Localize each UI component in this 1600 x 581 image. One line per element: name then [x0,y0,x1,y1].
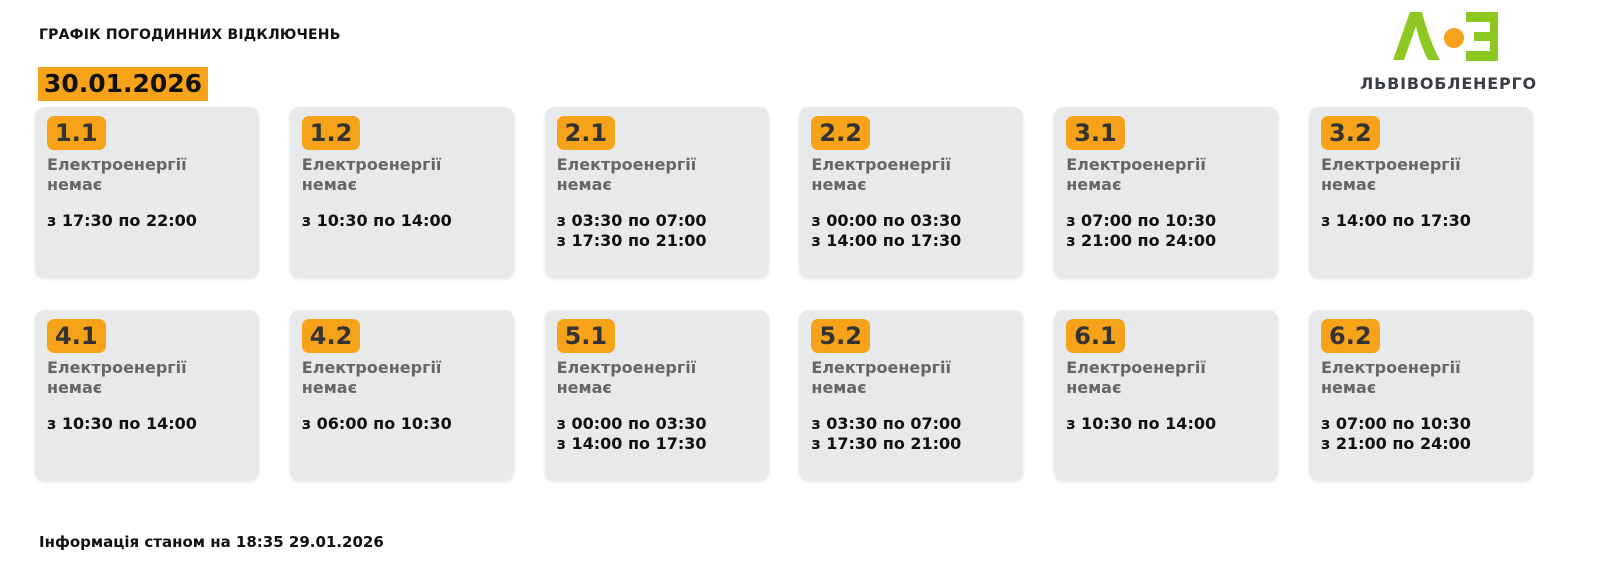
group-card: 1.2 Електроенергії немає з 10:30 по 14:00 [289,107,514,278]
group-badge: 4.2 [301,319,361,353]
outage-time: з 00:00 по 03:30 [811,211,962,230]
outage-time: з 21:00 по 24:00 [1321,434,1471,453]
outage-times: з 00:00 по 03:30 з 14:00 по 17:30 [557,414,707,454]
group-card: 5.1 Електроенергії немає з 00:00 по 03:30 з… [544,310,769,481]
status-text: Електроенергії немає [1321,358,1461,397]
group-badge: 1.1 [47,116,106,150]
group-badge: 2.2 [811,116,870,150]
outage-times: з 10:30 по 14:00 [47,414,197,434]
status-text: Електроенергії немає [301,358,442,397]
outage-time: з 07:00 по 10:30 [1321,414,1471,433]
status-text: Електроенергії немає [811,358,952,397]
group-card: 6.2 Електроенергії немає з 07:00 по 10:30 з… [1309,310,1533,481]
group-badge: 3.1 [1066,116,1125,150]
status-text: Електроенергії немає [1066,155,1206,194]
outage-time: з 21:00 по 24:00 [1066,231,1217,250]
group-card: 6.1 Електроенергії немає з 10:30 по 14:00 [1054,310,1279,481]
outage-time: з 03:30 по 07:00 [811,414,962,433]
outage-times: з 03:30 по 07:00 з 17:30 по 21:00 [811,414,961,454]
outage-time: з 14:00 по 17:30 [556,434,707,453]
outage-times: з 06:00 по 10:30 [302,414,452,434]
status-text: Електроенергії немає [47,358,187,397]
outage-time: з 10:30 по 14:00 [47,414,197,433]
group-badge: 2.1 [556,116,616,150]
outage-time: з 06:00 по 10:30 [301,414,452,433]
outage-times: з 00:00 по 03:30 з 14:00 по 17:30 [811,211,961,251]
outage-times: з 10:30 по 14:00 [302,211,452,231]
outage-times: з 03:30 по 07:00 з 17:30 по 21:00 [557,211,707,251]
group-card: 1.1 Електроенергії немає з 17:30 по 22:00 [35,107,259,278]
info-timestamp: Інформація станом на 18:35 29.01.2026 [39,533,384,551]
group-card: 3.2 Електроенергії немає з 14:00 по 17:30 [1309,107,1533,278]
status-text: Електроенергії немає [1321,155,1461,194]
status-text: Електроенергії немає [47,155,187,194]
group-badge: 5.2 [811,319,870,353]
group-card: 4.1 Електроенергії немає з 10:30 по 14:00 [35,310,259,481]
outage-times: з 10:30 по 14:00 [1066,414,1216,434]
status-text: Електроенергії немає [811,155,952,194]
group-card: 5.2 Електроенергії немає з 03:30 по 07:00 з… [799,310,1024,481]
group-card: 2.2 Електроенергії немає з 00:00 по 03:30 з… [799,107,1024,278]
group-badge: 3.2 [1321,116,1380,150]
status-text: Електроенергії немає [556,358,697,397]
outage-time: з 00:00 по 03:30 [556,414,707,433]
outage-time: з 14:00 по 17:30 [1321,211,1471,230]
group-badge: 1.2 [301,116,361,150]
outage-time: з 07:00 по 10:30 [1066,211,1217,230]
status-text: Електроенергії немає [301,155,442,194]
outage-time: з 17:30 по 22:00 [47,211,197,230]
outage-time: з 17:30 по 21:00 [811,434,962,453]
outage-times: з 07:00 по 10:30 з 21:00 по 24:00 [1066,211,1216,251]
outage-time: з 14:00 по 17:30 [811,231,962,250]
outage-time: з 10:30 по 14:00 [1066,414,1217,433]
group-card: 4.2 Електроенергії немає з 06:00 по 10:30 [289,310,514,481]
logo-text: ЛЬВІВОБЛЕНЕРГО [1360,74,1537,93]
group-badge: 6.1 [1066,319,1125,353]
status-text: Електроенергії немає [556,155,697,194]
outage-time: з 10:30 по 14:00 [301,211,452,230]
outage-times: з 14:00 по 17:30 [1321,211,1471,231]
outage-times: з 07:00 по 10:30 з 21:00 по 24:00 [1321,414,1471,454]
status-text: Електроенергії немає [1066,358,1206,397]
group-badge: 6.2 [1321,319,1380,353]
schedule-date: 30.01.2026 [38,67,208,101]
group-card: 2.1 Електроенергії немає з 03:30 по 07:00 з… [544,107,769,278]
group-card: 3.1 Електроенергії немає з 07:00 по 10:30 з… [1054,107,1279,278]
outage-times: з 17:30 по 22:00 [47,211,197,231]
group-badge: 4.1 [47,319,106,353]
page-title: ГРАФІК ПОГОДИННИХ ВІДКЛЮЧЕНЬ [39,27,341,43]
outage-time: з 03:30 по 07:00 [556,211,707,230]
loe-logo-icon [1393,12,1498,61]
group-badge: 5.1 [556,319,616,353]
outage-time: з 17:30 по 21:00 [556,231,707,250]
